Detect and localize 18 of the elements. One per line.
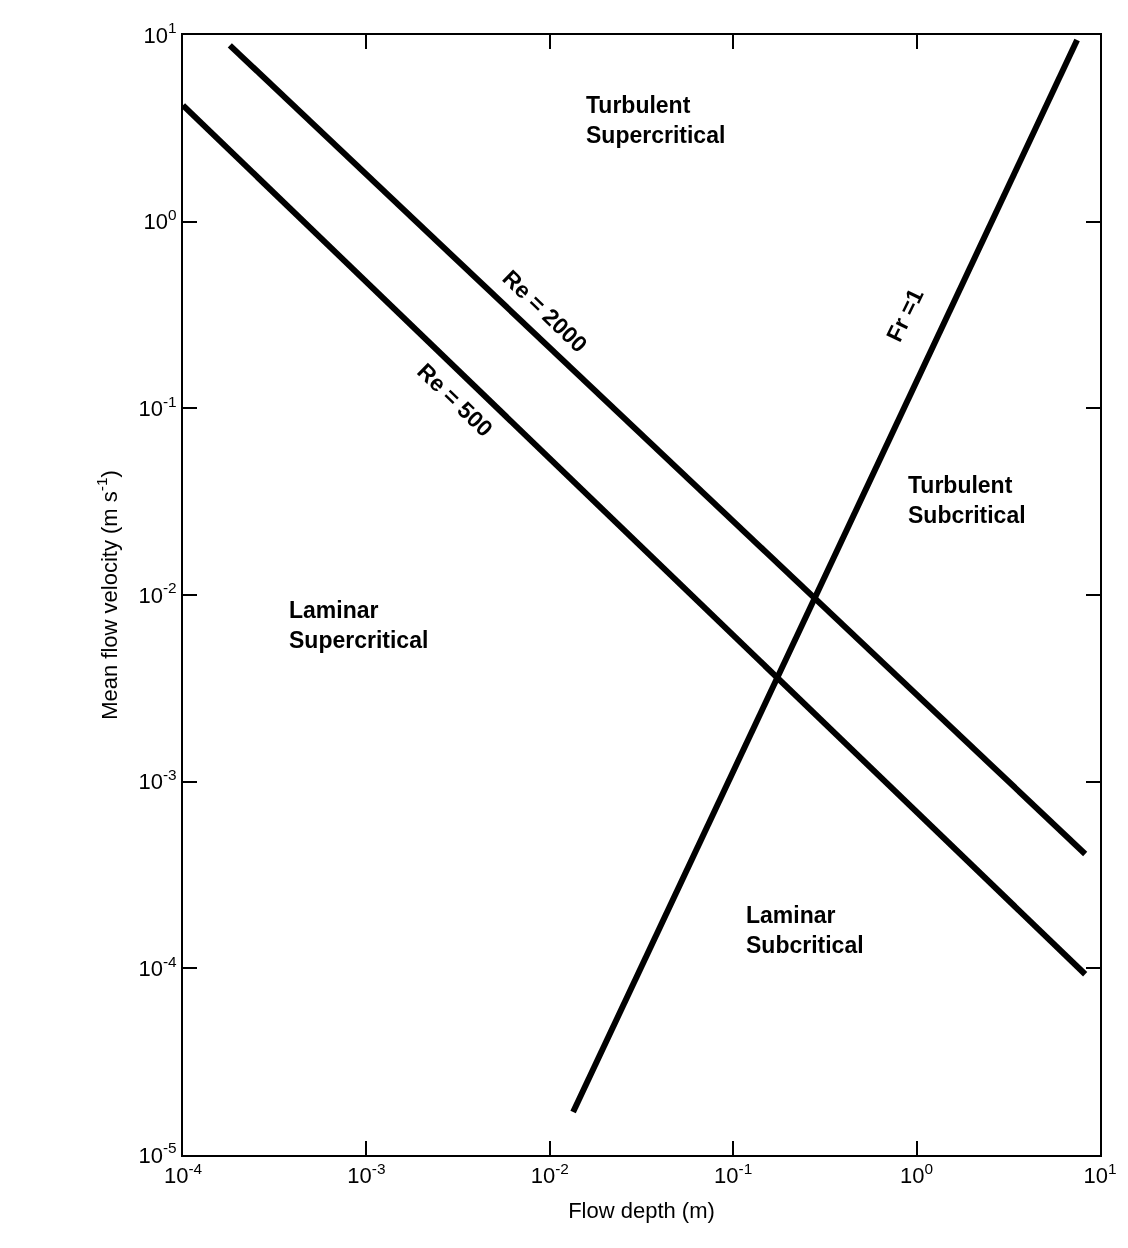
y-tick-label: 10$^{-3}$ [138, 766, 177, 795]
annotation: Turbulent Supercritical [586, 92, 726, 148]
y-tick-label: 10$^{-4}$ [138, 952, 178, 982]
annotation: Laminar Subcritical [746, 902, 864, 958]
x-tick-label: 10$^{0}$ [900, 1160, 934, 1189]
x-tick-label: 10$^{-3}$ [347, 1160, 386, 1189]
annotation: Re = 500 [412, 357, 499, 442]
x-axis-title: Flow depth (m) [568, 1197, 715, 1223]
x-tick-label: 10$^{-2}$ [530, 1160, 569, 1189]
annotation: Laminar Supercritical [289, 597, 429, 653]
annotation: Turbulent Subcritical [908, 472, 1026, 528]
annotation: Fr =1 [880, 284, 929, 346]
y-tick-label: 10$^{1}$ [143, 19, 177, 48]
y-tick-label: 10$^{-1}$ [138, 392, 177, 422]
y-tick-label: 10$^{-2}$ [138, 579, 177, 608]
x-tick-label: 10$^{1}$ [1083, 1160, 1117, 1189]
x-tick-label: 10$^{-1}$ [714, 1160, 753, 1189]
y-tick-label: 10$^{0}$ [143, 206, 177, 235]
